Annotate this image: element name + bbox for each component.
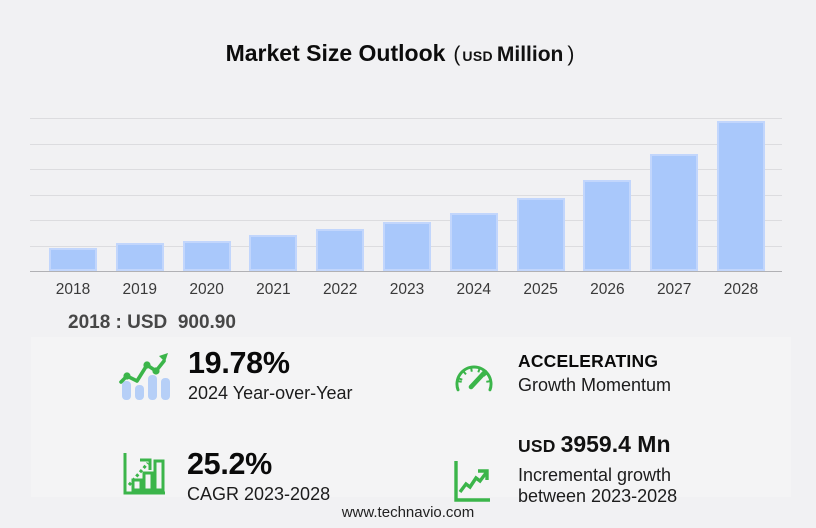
gridline bbox=[30, 194, 782, 196]
stats-panel bbox=[31, 337, 791, 497]
gridline bbox=[30, 169, 782, 170]
bar-2018 bbox=[49, 248, 97, 271]
title-open-paren: ( bbox=[453, 43, 461, 66]
base-year-note: 2018 : USD 900.90 bbox=[68, 312, 236, 333]
bar-2028 bbox=[717, 121, 765, 271]
stat-incremental-growth: USD 3959.4 Mn Incremental growth between … bbox=[518, 432, 677, 506]
x-axis-line bbox=[30, 271, 782, 272]
gridline bbox=[30, 118, 782, 119]
x-axis-label: 2019 bbox=[122, 281, 158, 298]
title-unit: Million bbox=[496, 43, 564, 66]
x-axis-label: 2025 bbox=[523, 281, 558, 298]
title-text: Market Size Outlook bbox=[225, 40, 446, 66]
x-axis-label: 2022 bbox=[322, 281, 358, 298]
gridline bbox=[30, 143, 782, 145]
stat-cagr: 25.2% CAGR 2023-2028 bbox=[187, 449, 330, 505]
title-close-paren: ) bbox=[567, 43, 575, 66]
x-axis-label: 2023 bbox=[389, 281, 425, 298]
bar-2024 bbox=[449, 213, 498, 271]
incremental-value-row: USD 3959.4 Mn bbox=[518, 432, 677, 460]
x-axis-label: 2024 bbox=[456, 281, 492, 298]
x-axis-label: 2020 bbox=[189, 281, 224, 298]
speedometer-icon bbox=[451, 354, 497, 401]
incremental-label-line2: between 2023-2028 bbox=[518, 485, 678, 506]
x-axis-label: 2027 bbox=[656, 281, 692, 298]
gridline bbox=[30, 220, 782, 221]
momentum-value: ACCELERATING bbox=[518, 351, 659, 371]
incremental-label-line1: Incremental growth bbox=[518, 465, 672, 485]
bar-2022 bbox=[316, 229, 365, 271]
bar-2026 bbox=[583, 180, 632, 271]
yoy-value: 19.78% bbox=[188, 346, 290, 380]
cagr-value: 25.2% bbox=[187, 447, 272, 481]
bar-2019 bbox=[115, 243, 164, 271]
x-axis-label: 2026 bbox=[590, 281, 625, 298]
cagr-chart-icon bbox=[121, 450, 167, 502]
momentum-label: Growth Momentum bbox=[518, 375, 672, 395]
yoy-label: 2024 Year-over-Year bbox=[188, 383, 353, 403]
bar-2020 bbox=[182, 241, 231, 271]
stat-yoy: 19.78% 2024 Year-over-Year bbox=[188, 348, 352, 404]
bar-2027 bbox=[650, 154, 699, 271]
bar-2023 bbox=[383, 222, 431, 271]
incremental-currency: USD bbox=[518, 436, 556, 456]
page-title: Market Size Outlook (USD Million) bbox=[0, 40, 800, 67]
bar-2025 bbox=[516, 198, 565, 271]
cagr-label: CAGR 2023-2028 bbox=[187, 484, 331, 504]
growth-trend-icon bbox=[118, 351, 170, 406]
x-axis-label: 2018 bbox=[55, 281, 91, 298]
incremental-growth-icon bbox=[452, 458, 492, 509]
bar-2021 bbox=[249, 235, 298, 271]
bar-chart: 2018 2019 2020 2021 2022 2023 2024 2025 2026 2027… bbox=[30, 118, 782, 298]
x-axis-label: 2021 bbox=[256, 281, 291, 298]
incremental-value: 3959.4 Mn bbox=[560, 431, 671, 457]
stat-momentum: ACCELERATING Growth Momentum bbox=[518, 352, 671, 396]
x-axis-label: 2028 bbox=[723, 281, 759, 298]
website-url: www.technavio.com bbox=[341, 504, 475, 521]
title-currency: USD bbox=[462, 48, 493, 64]
